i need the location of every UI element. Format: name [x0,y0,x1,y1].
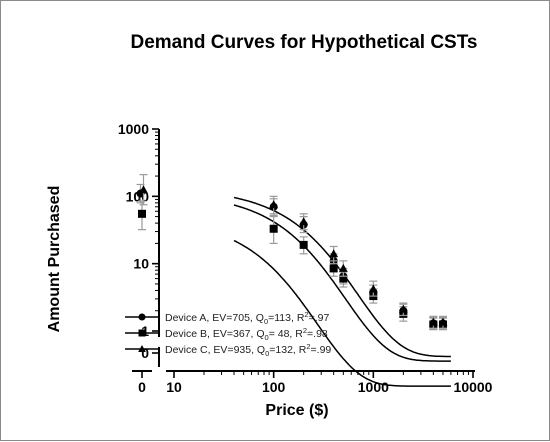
data-point-device-b [329,264,338,273]
x-tick-label: 10 [166,379,182,395]
data-point-device-c [438,317,448,326]
data-point-device-c [428,317,438,326]
legend-label-device-a: Device A, EV=705, Q0=113, R2=.97 [165,310,329,326]
legend-label-device-b: Device B, EV=367, Q0= 48, R2=.98 [165,326,328,342]
y-tick-label: 1000 [118,121,149,137]
data-point-device-c [139,185,148,194]
legend-label-device-c: Device C, EV=935, Q0=132, R2=.99 [165,342,331,358]
x-tick-label: 0 [138,379,146,395]
data-point-device-c [299,217,309,226]
data-points [136,174,448,331]
x-tick-label: 10000 [454,379,493,395]
data-point-device-b [138,209,146,218]
x-tick-label: 100 [262,379,286,395]
data-point-device-c [269,200,279,209]
x-axis-title: Price ($) [265,402,328,419]
legend-marker-device-c [138,345,146,352]
chart-title: Demand Curves for Hypothetical CSTs [130,32,477,53]
data-point-device-c [368,284,378,293]
fitted-curve-device-b [233,239,451,387]
data-point-device-b [299,240,308,249]
data-point-device-c [338,263,348,272]
legend-marker-device-a [138,313,146,321]
y-tick-label: 0 [141,345,149,361]
fitted-curve-device-a [233,204,451,362]
y-axis-title: Amount Purchased [46,186,63,333]
data-point-device-b [339,274,348,283]
legend-marker-device-b [138,329,146,337]
y-tick-label: 10 [133,256,149,272]
data-point-device-c [398,304,408,313]
x-tick-label: 1000 [358,379,389,395]
data-point-device-b [269,224,278,233]
data-point-device-c [329,249,339,258]
